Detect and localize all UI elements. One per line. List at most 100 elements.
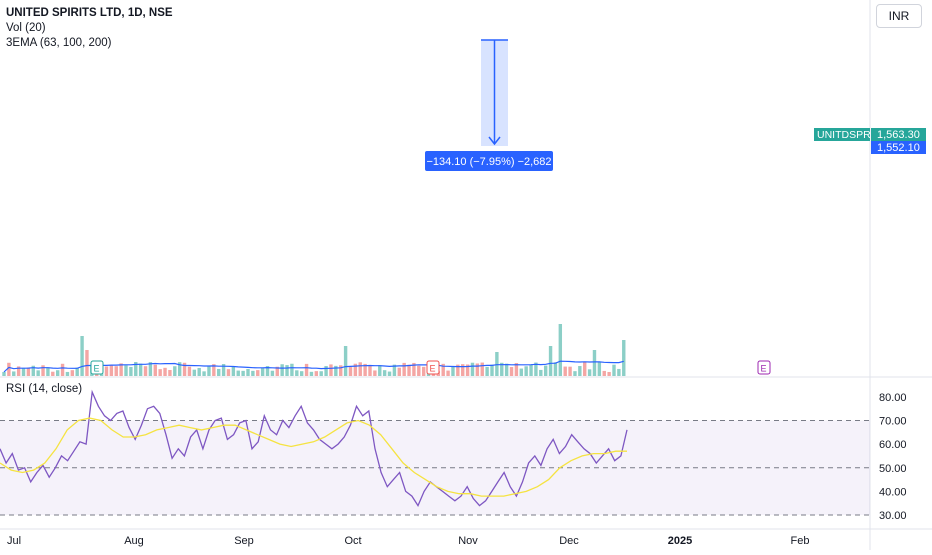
volume-bar (353, 363, 358, 376)
volume-bar (226, 369, 231, 376)
volume-bar (504, 363, 509, 376)
volume-bar (21, 368, 26, 376)
volume-bar (187, 366, 192, 376)
volume-bar (173, 366, 177, 376)
volume-bar (563, 366, 567, 376)
volume-bar (514, 363, 519, 376)
volume-bar (246, 368, 250, 376)
volume-bar (412, 362, 416, 376)
symbol-title[interactable]: UNITED SPIRITS LTD, 1D, NSE (6, 7, 173, 19)
last-price-tag-bg (871, 128, 926, 141)
volume-bar (168, 369, 172, 376)
volume-bar (622, 340, 626, 376)
rsi-ma-line (0, 417, 627, 497)
rsi-line (0, 389, 628, 507)
volume-bar (55, 370, 60, 376)
volume-bar (104, 366, 109, 376)
earnings-marker-label: E (430, 364, 436, 374)
volume-bar (75, 367, 79, 376)
volume-bar (207, 366, 211, 376)
earnings-marker (426, 360, 440, 375)
volume-bar (480, 362, 484, 376)
volume-bar (236, 370, 240, 376)
volume-bar (495, 352, 499, 376)
measure-arrowhead (488, 136, 501, 146)
volume-bar (80, 336, 84, 376)
currency-button[interactable]: INR (876, 4, 922, 28)
volume-bar (65, 371, 70, 376)
measure-label: −134.10 (−7.95%) −2,682 (426, 156, 551, 168)
volume-bar (138, 363, 143, 376)
rsi-axis-tick: 30.00 (879, 510, 907, 522)
volume-bar (407, 364, 411, 376)
volume-bar (217, 368, 221, 376)
volume-bar (612, 364, 616, 376)
volume-bar (221, 364, 226, 376)
volume-bar (558, 324, 563, 376)
rsi-legend[interactable]: RSI (14, close) (6, 383, 83, 395)
volume-bar (475, 363, 480, 376)
volume-bar (539, 369, 543, 376)
volume-bar (568, 366, 572, 376)
earnings-marker (90, 360, 104, 375)
volume-legend[interactable]: Vol (20) (6, 22, 46, 34)
time-axis-tick: Dec (559, 535, 579, 547)
volume-bar (500, 362, 504, 376)
volume-bar (36, 370, 40, 376)
volume-bar (202, 371, 206, 376)
rsi-axis-tick: 50.00 (879, 463, 907, 475)
volume-bar (392, 364, 397, 376)
volume-bar (368, 366, 372, 376)
volume-bar (2, 372, 6, 376)
volume-bar (70, 370, 75, 376)
volume-bar (373, 370, 377, 376)
volume-bar (153, 364, 157, 376)
volume-bar (241, 370, 245, 376)
volume-bar (60, 363, 65, 376)
volume-bar (358, 362, 362, 376)
volume-bar (182, 362, 187, 376)
volume-bar (163, 367, 167, 376)
volume-bar (485, 366, 489, 376)
time-axis-tick: Aug (124, 535, 144, 547)
volume-bar (421, 366, 426, 376)
volume-bar (12, 371, 16, 376)
hline-price-tag: 1,552.10 (877, 142, 920, 154)
time-axis-tick: Jul (7, 535, 21, 547)
volume-bar (446, 370, 450, 376)
volume-bar (192, 369, 197, 376)
volume-bar (363, 363, 367, 376)
volume-bar (129, 366, 133, 376)
volume-bar (519, 368, 523, 376)
volume-bar (7, 362, 11, 376)
volume-bar (548, 346, 553, 376)
volume-bar (543, 365, 548, 376)
volume-bar (397, 367, 401, 376)
volume-bar (319, 371, 323, 376)
symbol-tag: UNITDSPR (817, 129, 871, 141)
volume-bar (607, 371, 611, 376)
volume-bar (583, 362, 587, 376)
volume-bar (51, 371, 55, 376)
volume-bar (324, 366, 328, 376)
volume-bar (490, 364, 494, 376)
volume-bar (148, 362, 153, 376)
volume-bar (212, 364, 216, 376)
volume-bar (124, 365, 128, 376)
volume-bar (578, 366, 582, 376)
rsi-axis-tick: 40.00 (879, 486, 907, 498)
volume-bar (534, 362, 538, 376)
time-axis-tick: Feb (791, 535, 810, 547)
ema-legend[interactable]: 3EMA (63, 100, 200) (6, 37, 112, 49)
volume-bar (265, 366, 270, 376)
volume-bar (465, 364, 470, 376)
volume-bar (270, 370, 275, 376)
symbol-tag-bg (814, 128, 870, 141)
volume-bar (46, 367, 50, 376)
hline-price-tag-bg (871, 141, 926, 154)
volume-bar (382, 370, 387, 376)
volume-bar (597, 362, 602, 376)
volume-bar (524, 366, 528, 376)
volume-bar (417, 365, 421, 376)
